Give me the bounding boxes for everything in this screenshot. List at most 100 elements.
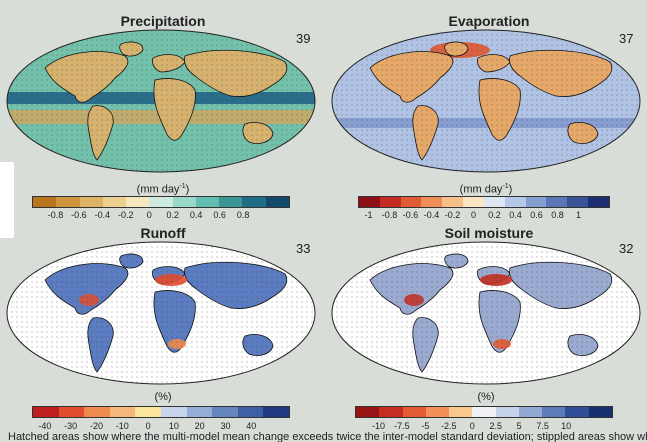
colorbar-swatch	[33, 197, 57, 207]
tick-label: -10	[115, 421, 129, 431]
colorbar-swatch	[588, 407, 612, 417]
map-border	[331, 241, 641, 385]
precipitation-tick-labels: -0.8 -0.6 -0.4 -0.2 0 0.2 0.4 0.6 0.8	[32, 210, 290, 222]
tick-label: -30	[64, 421, 78, 431]
tick-label: -0.2	[118, 210, 134, 220]
stippling-overlay	[7, 30, 315, 172]
colorbar-swatch	[565, 407, 589, 417]
colorbar-swatch	[421, 197, 443, 207]
tick-label: -0.4	[423, 210, 440, 220]
tick-label: -40	[38, 421, 52, 431]
colorbar-swatch	[160, 407, 187, 417]
precipitation-map	[6, 29, 316, 173]
colorbar-swatch	[109, 407, 136, 417]
colorbar-swatch	[402, 407, 426, 417]
colorbar-swatch	[242, 197, 266, 207]
tick-label: -0.6	[71, 210, 87, 220]
tick-label: 20	[194, 421, 205, 431]
tick-label: -0.2	[444, 210, 461, 220]
colorbar-swatch	[356, 407, 380, 417]
tick-label: 10	[561, 421, 572, 431]
colorbar-swatch	[186, 407, 213, 417]
tick-label: 2.5	[489, 421, 502, 431]
colorbar-swatch	[33, 407, 59, 417]
tick-label: 0.2	[488, 210, 501, 220]
tick-label: 0	[470, 210, 477, 220]
colorbar-swatch	[79, 197, 103, 207]
tick-label: -0.4	[94, 210, 111, 220]
colorbar-swatch	[195, 197, 220, 207]
evaporation-title: Evaporation	[448, 13, 530, 29]
colorbar-swatch	[58, 407, 85, 417]
runoff-colorbar	[32, 406, 290, 418]
evaporation-number: 37	[619, 31, 634, 46]
colorbar-swatch	[400, 197, 422, 207]
evaporation-tick-labels: -1 -0.8 -0.6 -0.4 -0.2 0 0.2 0.4 0.6 0.8 1	[358, 210, 610, 222]
colorbar-swatch	[102, 197, 127, 207]
tick-label: 40	[246, 421, 257, 431]
colorbar-swatch	[379, 197, 401, 207]
map-border	[6, 29, 316, 173]
runoff-tick-labels: -40 -30 -20 -10 0 10 20 30 40	[32, 421, 290, 433]
runoff-title: Runoff	[140, 225, 186, 241]
evaporation-colorbar	[358, 196, 610, 208]
colorbar-swatch	[472, 407, 496, 417]
evaporation-unit-label: (mm day-1)	[459, 183, 513, 196]
tick-label: 0.6	[213, 210, 226, 220]
colorbar-swatch	[495, 407, 519, 417]
colorbar-swatch	[504, 197, 526, 207]
stippling-overlay	[7, 242, 315, 384]
tick-label: -0.8	[47, 210, 64, 220]
colorbar-swatch	[546, 197, 568, 207]
colorbar-swatch	[442, 197, 464, 207]
soil-moisture-tick-labels: -10 -7.5 -5 -2.5 0 2.5 5 7.5 10	[355, 421, 613, 433]
colorbar-swatch	[359, 197, 380, 207]
tick-label: -20	[89, 421, 104, 431]
tick-label: -0.6	[402, 210, 419, 220]
colorbar-swatch	[219, 197, 243, 207]
colorbar-swatch	[265, 197, 289, 207]
stippling-overlay	[332, 242, 640, 384]
tick-label: 0	[146, 210, 152, 220]
colorbar-swatch	[56, 197, 80, 207]
colorbar-swatch	[263, 407, 289, 417]
colorbar-swatch	[126, 197, 150, 207]
tick-label: -2.5	[441, 421, 457, 431]
precipitation-colorbar	[32, 196, 290, 208]
tick-label: 0.4	[509, 210, 522, 220]
colorbar-swatch	[449, 407, 473, 417]
soil-moisture-map	[331, 241, 641, 385]
colorbar-swatch	[425, 407, 450, 417]
precipitation-unit-label: (mm day-1)	[136, 183, 190, 196]
tick-label: 1	[575, 210, 582, 220]
soil-moisture-unit-label: (%)	[477, 391, 495, 403]
stippling-overlay	[332, 30, 640, 172]
tick-label: 30	[220, 421, 231, 431]
colorbar-swatch	[84, 407, 110, 417]
colorbar-swatch	[483, 197, 505, 207]
precipitation-number: 39	[296, 31, 311, 46]
map-border	[331, 29, 641, 173]
tick-label: 0.8	[551, 210, 564, 220]
tick-label: 0	[145, 421, 151, 431]
runoff-map	[6, 241, 316, 385]
tick-label: -7.5	[394, 421, 410, 431]
map-border	[6, 241, 316, 385]
tick-label: -1	[364, 210, 373, 220]
colorbar-swatch	[463, 197, 484, 207]
colorbar-swatch	[567, 197, 589, 207]
tick-label: 10	[168, 421, 179, 431]
tick-label: 5	[516, 421, 522, 431]
colorbar-swatch	[149, 197, 173, 207]
colorbar-swatch	[588, 197, 609, 207]
tick-label: 0.6	[530, 210, 543, 220]
tick-label: -5	[421, 421, 430, 431]
soil-moisture-colorbar	[355, 406, 613, 418]
evaporation-map	[331, 29, 641, 173]
tick-label: 0.4	[189, 210, 203, 220]
colorbar-swatch	[525, 197, 547, 207]
tick-label: 7.5	[536, 421, 549, 431]
runoff-unit-label: (%)	[154, 391, 172, 403]
tick-label: -10	[371, 421, 385, 431]
